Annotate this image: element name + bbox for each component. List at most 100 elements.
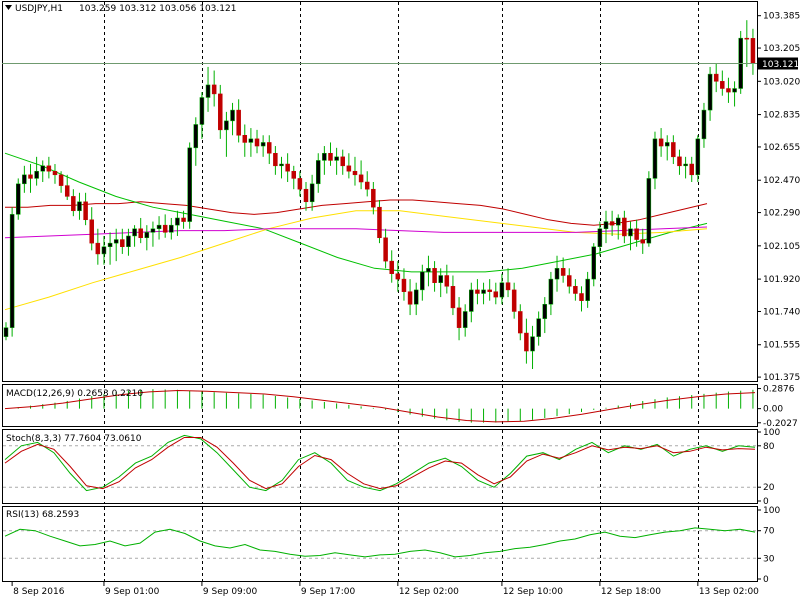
candle-up xyxy=(695,138,701,176)
price-tick-label: 102.835 xyxy=(763,111,800,121)
candle-up xyxy=(113,239,119,244)
candle-down xyxy=(64,185,70,197)
candle-down xyxy=(579,293,584,301)
stoch-main-line xyxy=(4,434,756,492)
candle-up xyxy=(536,318,541,337)
macd-tick-label: 0.00 xyxy=(763,405,783,415)
candle-down xyxy=(211,84,217,95)
candle-up xyxy=(205,84,211,98)
candle-up xyxy=(315,160,321,185)
candle-down xyxy=(444,275,450,287)
rsi-tick-label: 30 xyxy=(763,554,775,564)
price-tick-label: 102.655 xyxy=(763,143,800,153)
candle-up xyxy=(426,268,431,273)
current-price-tag xyxy=(758,57,798,70)
candle-up xyxy=(279,163,284,167)
time-tick-label: 12 Sep 18:00 xyxy=(601,587,661,597)
candle-up xyxy=(248,138,254,143)
candle-down xyxy=(518,311,523,334)
candle-up xyxy=(499,282,505,298)
candle-down xyxy=(677,156,682,167)
grid-layer xyxy=(104,2,699,581)
candle-down xyxy=(475,289,480,294)
candle-down xyxy=(267,142,272,154)
ma-yellow-line xyxy=(4,210,708,311)
rsi-line xyxy=(4,527,756,558)
candle-down xyxy=(254,138,260,147)
candle-up xyxy=(530,336,535,352)
candle-down xyxy=(487,289,492,292)
candle-down xyxy=(58,174,64,186)
candle-down xyxy=(242,135,248,143)
price-tick-label: 101.740 xyxy=(763,307,800,317)
candle-up xyxy=(187,147,192,222)
candle-up xyxy=(548,278,554,305)
candle-up xyxy=(193,124,199,149)
dropdown-triangle-icon[interactable] xyxy=(5,5,12,10)
candle-down xyxy=(346,165,352,172)
stoch-tick-label: 20 xyxy=(763,483,775,493)
candle-up xyxy=(9,214,15,328)
candle-down xyxy=(573,286,578,294)
candle-down xyxy=(328,152,333,161)
candle-up xyxy=(707,73,713,111)
stoch-tick-label: 80 xyxy=(763,442,775,452)
candle-up xyxy=(554,268,560,280)
candle-up xyxy=(646,178,652,244)
candle-up xyxy=(169,224,174,233)
candle-up xyxy=(542,304,548,319)
candle-down xyxy=(383,237,388,262)
candle-down xyxy=(162,224,168,233)
candle-down xyxy=(713,73,719,82)
candle-down xyxy=(622,217,627,237)
candle-up xyxy=(603,221,609,230)
candle-down xyxy=(493,291,499,298)
candle-down xyxy=(720,81,725,89)
candle-up xyxy=(101,246,107,255)
candle-down xyxy=(609,221,615,226)
candle-down xyxy=(511,289,517,312)
candle-down xyxy=(46,165,52,172)
candle-up xyxy=(597,228,603,247)
price-tick-label: 103.385 xyxy=(763,12,800,22)
candle-up xyxy=(481,289,486,294)
rsi-pane-frame xyxy=(2,506,758,582)
candle-up xyxy=(420,271,425,291)
candle-up xyxy=(664,142,670,147)
rsi-tick-label: 100 xyxy=(763,506,780,516)
candle-down xyxy=(285,163,290,172)
candle-down xyxy=(505,282,511,291)
candle-up xyxy=(107,242,113,247)
candle-down xyxy=(371,188,376,208)
price-tick-label: 101.555 xyxy=(763,341,800,351)
candle-up xyxy=(701,109,707,140)
candle-down xyxy=(456,307,462,328)
candle-down xyxy=(689,163,694,176)
symbol-header: USDJPY,H1 xyxy=(15,4,63,14)
candle-up xyxy=(732,88,737,93)
candle-down xyxy=(89,219,94,244)
candle-up xyxy=(15,183,21,215)
candle-up xyxy=(230,109,235,122)
candle-up xyxy=(462,311,468,328)
candle-down xyxy=(658,138,664,147)
candle-up xyxy=(3,327,9,337)
candle-down xyxy=(297,178,303,190)
candle-up xyxy=(628,228,633,237)
time-tick-label: 8 Sep 2016 xyxy=(13,587,65,597)
candle-up xyxy=(615,217,621,226)
candle-down xyxy=(303,188,309,203)
candle-down xyxy=(95,242,101,255)
candle-up xyxy=(322,152,327,161)
price-tick-label: 102.290 xyxy=(763,209,800,219)
rsi-tick-label: 0 xyxy=(763,575,769,585)
candle-down xyxy=(401,278,407,292)
candle-down xyxy=(395,273,401,280)
candle-up xyxy=(126,235,131,247)
candle-down xyxy=(567,275,572,287)
candle-down xyxy=(524,332,529,352)
candle-up xyxy=(652,138,658,179)
main-pane-frame xyxy=(2,1,758,382)
candle-down xyxy=(634,228,639,240)
time-tick-label: 13 Sep 02:00 xyxy=(699,587,759,597)
